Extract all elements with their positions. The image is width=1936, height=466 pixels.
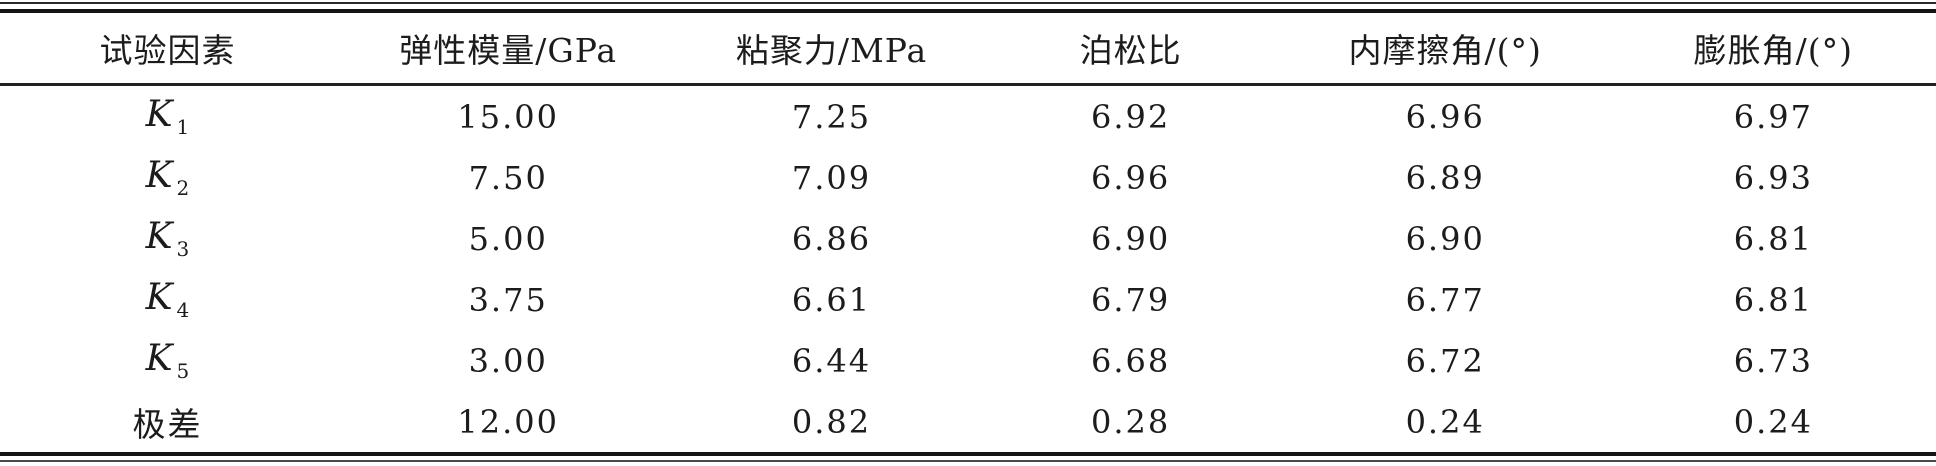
bottom-rule-thick (0, 452, 1936, 456)
cell-value: 6.89 (1405, 158, 1485, 197)
factor-symbol: K (145, 155, 173, 197)
cell-value: 6.68 (1090, 341, 1171, 380)
cell-value: 7.09 (791, 158, 872, 197)
factor-symbol: K (145, 338, 173, 380)
cell-value: 0.24 (1733, 402, 1813, 441)
cell-value: 6.90 (1090, 219, 1171, 258)
factor-label-range: 极差 (0, 391, 335, 452)
factor-symbol: K (145, 216, 173, 258)
header-cell-elastic-modulus: 弹性模量/GPa (334, 13, 682, 86)
cell-value: 6.73 (1733, 341, 1813, 380)
factor-symbol: 极差 (132, 404, 203, 444)
table-row: 极差 12.00 0.82 0.28 0.24 0.24 (0, 391, 1936, 452)
factor-symbol: K (145, 94, 173, 136)
cell-value: 6.96 (1090, 158, 1171, 197)
bottom-rule-thin (0, 460, 1936, 462)
cell-value: 6.92 (1090, 97, 1171, 136)
top-rule-thin (0, 2, 1936, 4)
cell-value: 3.00 (468, 341, 548, 380)
cell-value: 5.00 (468, 219, 548, 258)
cell-value: 6.81 (1733, 280, 1813, 319)
cell-value: 6.96 (1405, 97, 1485, 136)
orthogonal-range-analysis-table: 试验因素 弹性模量/GPa 粘聚力/MPa 泊松比 内摩擦角/(°) 膨胀角/(… (0, 13, 1936, 452)
cell-value: 6.72 (1405, 341, 1485, 380)
factor-symbol: K (145, 277, 173, 319)
cell-value: 6.79 (1090, 280, 1171, 319)
cell-value: 6.93 (1733, 158, 1813, 197)
header-cell-poisson-ratio: 泊松比 (981, 13, 1280, 86)
cell-value: 7.50 (468, 158, 548, 197)
header-row: 试验因素 弹性模量/GPa 粘聚力/MPa 泊松比 内摩擦角/(°) 膨胀角/(… (0, 13, 1936, 86)
cell-value: 6.77 (1405, 280, 1485, 319)
cell-value: 15.00 (457, 97, 559, 136)
cell-value: 0.24 (1405, 402, 1485, 441)
header-cell-friction-angle: 内摩擦角/(°) (1279, 13, 1611, 86)
cell-value: 6.90 (1405, 219, 1485, 258)
cell-value: 6.97 (1733, 97, 1813, 136)
cell-value: 3.75 (468, 280, 548, 319)
cell-value: 6.61 (791, 280, 872, 319)
factor-subscript: 2 (176, 175, 190, 200)
cell-value: 6.44 (791, 341, 872, 380)
cell-value: 7.25 (791, 97, 872, 136)
header-cell-factor: 试验因素 (0, 13, 335, 86)
top-rule-thick (0, 9, 1936, 13)
factor-subscript: 4 (176, 297, 190, 322)
factor-subscript: 5 (176, 358, 190, 383)
factor-subscript: 3 (176, 236, 190, 261)
cell-value: 0.28 (1090, 402, 1171, 441)
cell-value: 6.81 (1733, 219, 1813, 258)
cell-value: 12.00 (457, 402, 559, 441)
cell-value: 6.86 (791, 219, 872, 258)
cell-value: 0.82 (791, 402, 872, 441)
factor-subscript: 1 (176, 114, 190, 139)
header-cell-dilation-angle: 膨胀角/(°) (1610, 13, 1936, 86)
header-cell-cohesion: 粘聚力/MPa (681, 13, 982, 86)
